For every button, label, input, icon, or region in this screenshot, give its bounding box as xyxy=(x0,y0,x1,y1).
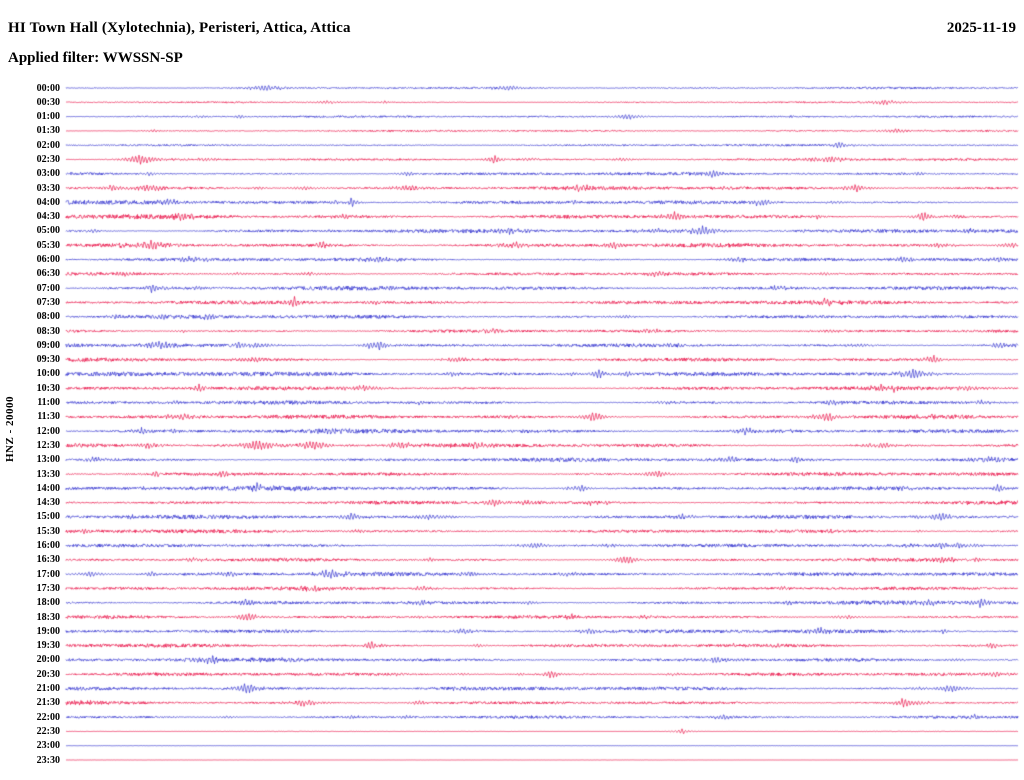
time-label: 22:00 xyxy=(36,711,60,723)
time-label: 03:00 xyxy=(36,168,60,180)
time-label: 22:30 xyxy=(36,725,60,737)
time-label: 00:30 xyxy=(36,96,60,108)
time-label: 02:30 xyxy=(36,153,60,165)
time-label: 18:00 xyxy=(36,597,60,609)
time-label: 13:30 xyxy=(36,468,60,480)
time-label: 17:30 xyxy=(36,582,60,594)
time-label: 10:00 xyxy=(36,368,60,380)
time-label: 13:00 xyxy=(36,454,60,466)
time-label: 23:30 xyxy=(36,754,60,766)
time-label: 09:30 xyxy=(36,354,60,366)
time-label: 00:00 xyxy=(36,82,60,94)
time-label: 09:00 xyxy=(36,339,60,351)
time-label: 11:00 xyxy=(37,397,60,409)
time-label: 19:00 xyxy=(36,625,60,637)
time-label: 15:30 xyxy=(36,525,60,537)
time-label: 05:00 xyxy=(36,225,60,237)
time-label: 07:30 xyxy=(36,296,60,308)
time-label: 08:00 xyxy=(36,311,60,323)
time-label: 06:00 xyxy=(36,254,60,266)
time-label: 20:00 xyxy=(36,654,60,666)
time-label: 02:00 xyxy=(36,139,60,151)
time-label: 21:00 xyxy=(36,683,60,694)
time-label: 04:00 xyxy=(36,196,60,208)
time-label: 05:30 xyxy=(36,239,60,251)
time-label: 17:00 xyxy=(36,568,60,580)
time-label: 16:30 xyxy=(36,554,60,566)
time-label: 01:00 xyxy=(36,111,60,123)
time-label: 20:30 xyxy=(36,668,60,680)
time-label: 15:00 xyxy=(36,511,60,523)
time-label: 14:00 xyxy=(36,482,60,494)
time-label: 12:00 xyxy=(36,425,60,437)
time-label: 21:30 xyxy=(36,697,60,709)
time-label: 06:30 xyxy=(36,268,60,280)
time-label: 07:00 xyxy=(36,282,60,294)
time-label: 23:00 xyxy=(36,740,60,752)
time-label: 18:30 xyxy=(36,611,60,623)
time-label: 19:30 xyxy=(36,640,60,652)
time-label: 11:30 xyxy=(37,411,60,423)
time-label: 10:30 xyxy=(36,382,60,394)
time-label: 16:00 xyxy=(36,540,60,552)
time-label: 08:30 xyxy=(36,325,60,337)
time-label: 04:30 xyxy=(36,211,60,223)
time-label: 01:30 xyxy=(36,125,60,137)
time-label: 12:30 xyxy=(36,439,60,451)
time-label: 14:30 xyxy=(36,497,60,509)
time-label: 03:30 xyxy=(36,182,60,194)
